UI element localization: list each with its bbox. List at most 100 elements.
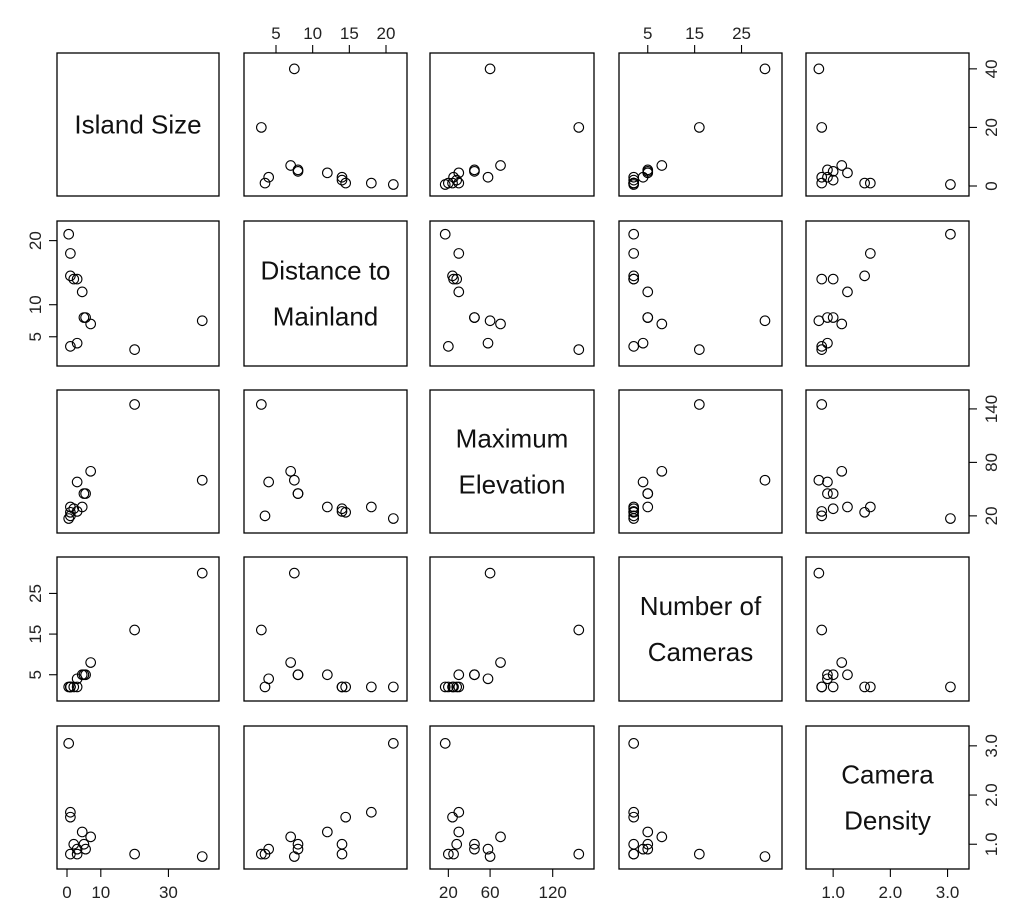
data-point: [482, 673, 494, 685]
panel-r4-c4: Number of Cameras: [618, 556, 783, 702]
tick-label: 15: [340, 24, 359, 43]
data-point: [628, 806, 640, 818]
tick-label: 80: [982, 453, 1001, 472]
data-point: [484, 567, 496, 579]
tick-label: 10: [91, 883, 110, 902]
data-point: [336, 681, 348, 693]
tick-label: 20: [26, 231, 45, 250]
panel-r4-c2: [243, 556, 408, 702]
panel-r1-c2: [243, 52, 408, 197]
data-point: [387, 681, 399, 693]
tick-label: 120: [539, 883, 567, 902]
data-point: [827, 273, 839, 285]
data-point: [827, 488, 839, 499]
data-point: [859, 681, 870, 693]
left-axis-row2: 5 10 20: [26, 231, 58, 342]
data-point: [448, 848, 459, 860]
panel-frame: [429, 556, 595, 702]
data-point: [65, 248, 76, 259]
panel-frame: [429, 389, 595, 534]
data-point: [292, 669, 304, 681]
data-point: [288, 63, 300, 75]
data-point: [693, 122, 705, 133]
data-point: [573, 122, 585, 133]
data-point: [628, 738, 640, 749]
panel-frame: [243, 389, 408, 534]
data-point: [842, 167, 853, 179]
data-point: [759, 851, 771, 862]
data-point: [442, 681, 454, 693]
data-point: [453, 177, 465, 189]
data-point: [642, 312, 654, 323]
data-point: [321, 826, 333, 838]
data-point: [864, 177, 876, 189]
data-point: [259, 848, 271, 860]
panel-frame: [618, 389, 783, 534]
data-point: [859, 177, 870, 189]
data-point: [447, 681, 458, 693]
data-point: [259, 177, 271, 189]
panel-r3-c1: [56, 389, 220, 534]
data-point: [447, 811, 458, 823]
data-point: [628, 270, 640, 282]
data-point: [827, 681, 839, 693]
data-point: [836, 160, 848, 171]
data-point: [495, 318, 506, 330]
data-point: [469, 838, 480, 850]
data-point: [813, 567, 825, 579]
variable-label: Camera: [841, 760, 934, 790]
tick-label: 30: [159, 883, 178, 902]
tick-label: 25: [26, 584, 45, 603]
data-point: [482, 843, 494, 855]
panel-frame: [56, 52, 220, 197]
data-point: [842, 669, 853, 681]
variable-label: Distance to: [260, 256, 390, 286]
data-point: [859, 270, 870, 282]
data-point: [447, 270, 458, 282]
data-point: [836, 657, 848, 668]
data-point: [859, 506, 870, 518]
right-axis-row5: 1.0 2.0 3.0: [968, 734, 1001, 856]
data-point: [822, 476, 833, 488]
data-point: [65, 510, 76, 522]
data-point: [469, 669, 480, 681]
panel-frame: [618, 52, 783, 197]
panel-r5-c4: [618, 725, 783, 870]
data-point: [68, 681, 80, 693]
data-point: [628, 248, 640, 259]
data-point: [642, 843, 654, 855]
data-point: [65, 806, 76, 818]
data-point: [292, 838, 304, 850]
data-point: [945, 513, 956, 524]
data-point: [637, 476, 649, 488]
data-point: [842, 501, 853, 513]
tick-label: 3.0: [982, 734, 1001, 758]
data-point: [822, 164, 833, 176]
data-point: [827, 166, 839, 177]
tick-label: 1.0: [821, 883, 845, 902]
panel-frame: [429, 725, 595, 870]
variable-label: Number of: [640, 591, 762, 621]
variable-label: Mainland: [273, 302, 379, 332]
panel-r3-c2: [243, 389, 408, 534]
data-point: [693, 848, 705, 860]
panel-frame: [805, 556, 970, 702]
panel-frame: [805, 52, 970, 197]
panel-r1-c3: [429, 52, 595, 197]
tick-label: 40: [982, 59, 1001, 78]
data-point: [816, 399, 828, 410]
data-point: [65, 848, 76, 860]
data-point: [816, 177, 828, 189]
panel-r1-c5: [805, 52, 970, 197]
data-point: [387, 513, 399, 524]
panel-frame: [429, 52, 595, 197]
data-point: [573, 344, 585, 355]
data-point: [65, 681, 76, 693]
data-point: [759, 315, 771, 327]
data-point: [842, 286, 853, 298]
data-point: [63, 738, 75, 749]
panel-frame: [243, 220, 408, 367]
data-point: [836, 318, 848, 330]
data-point: [340, 681, 352, 693]
tick-label: 1.0: [982, 832, 1001, 856]
